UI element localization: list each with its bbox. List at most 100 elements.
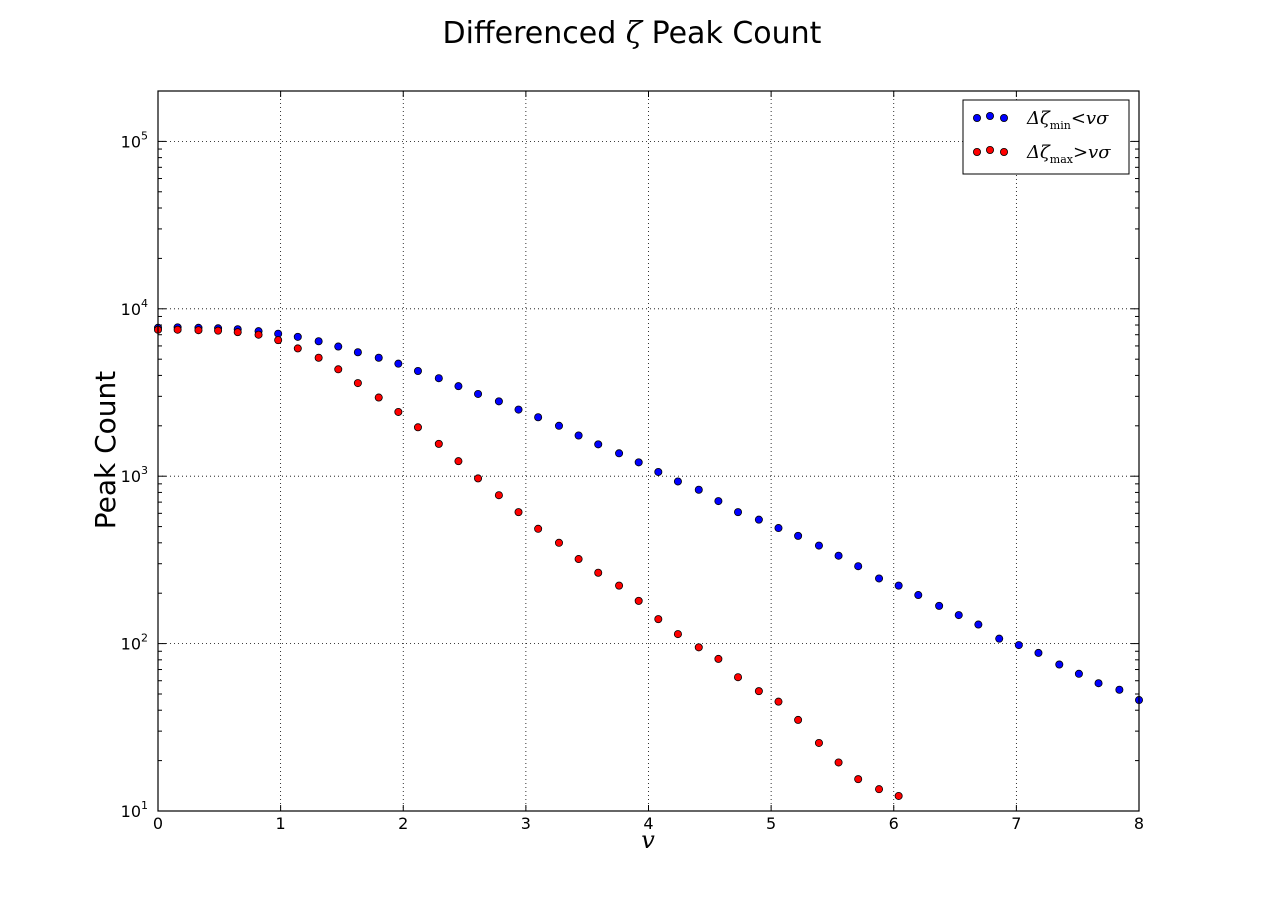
data-point: [514, 508, 523, 517]
data-point: [374, 393, 383, 402]
data-point: [454, 457, 463, 466]
legend-markers: [973, 112, 1009, 156]
data-point: [173, 325, 182, 334]
data-point: [594, 440, 603, 449]
legend-marker: [973, 114, 982, 123]
legend-min-sub: min: [1050, 119, 1071, 132]
data-point: [1055, 660, 1064, 669]
data-point: [574, 431, 583, 440]
y-tick-label: 104: [121, 297, 148, 319]
legend-min-rel: <vσ: [1071, 108, 1109, 129]
data-point: [634, 458, 643, 467]
data-point: [714, 497, 723, 506]
y-tick-label: 101: [121, 799, 148, 821]
data-point: [514, 405, 523, 414]
legend-marker: [1000, 114, 1009, 123]
data-point: [734, 673, 743, 682]
data-point: [1014, 641, 1023, 650]
x-tick-label: 5: [766, 814, 776, 833]
data-point: [334, 365, 343, 374]
y-tick-label: 105: [121, 129, 148, 151]
plot-frame: [157, 90, 1140, 812]
x-axis-label: v: [641, 826, 655, 854]
data-point: [615, 449, 624, 458]
data-point: [233, 328, 242, 337]
data-point: [293, 344, 302, 353]
data-point: [394, 359, 403, 368]
data-point: [734, 508, 743, 517]
data-point: [254, 330, 263, 339]
data-point: [954, 611, 963, 620]
data-point: [774, 524, 783, 533]
x-tick-label: 4: [643, 814, 653, 833]
data-point: [1034, 648, 1043, 657]
data-point: [673, 630, 682, 639]
data-point: [995, 634, 1004, 643]
data-point: [935, 601, 944, 610]
legend-marker: [973, 147, 982, 156]
legend-min-delta: Δζ: [1026, 108, 1051, 129]
legend-entry-max: Δζmax>vσ: [1026, 142, 1111, 166]
data-point: [654, 615, 663, 624]
data-point: [615, 581, 624, 590]
data-point: [914, 591, 923, 600]
chart-title-prefix: Differenced: [443, 16, 626, 51]
data-point: [194, 326, 203, 335]
data-point: [434, 374, 443, 383]
chart-title-symbol: ζ: [626, 16, 644, 51]
data-point: [374, 353, 383, 362]
data-point: [834, 758, 843, 767]
data-point: [474, 474, 483, 483]
x-tick-label: 2: [398, 814, 408, 833]
data-point: [1115, 685, 1124, 694]
data-point: [534, 524, 543, 533]
data-point: [875, 785, 884, 794]
data-point: [474, 389, 483, 398]
x-tick-label: 7: [1011, 814, 1021, 833]
y-tick-label: 102: [121, 632, 148, 654]
data-point: [894, 581, 903, 590]
legend-marker: [986, 112, 995, 121]
data-point: [494, 491, 503, 500]
data-point: [654, 467, 663, 476]
data-point: [454, 382, 463, 391]
data-point: [353, 348, 362, 357]
x-tick-label: 6: [889, 814, 899, 833]
data-point: [494, 397, 503, 406]
data-point: [1094, 679, 1103, 688]
data-point: [353, 379, 362, 388]
data-point: [673, 477, 682, 486]
chart-title: Differenced ζ Peak Count: [443, 16, 822, 51]
data-point: [334, 342, 343, 351]
data-point: [974, 620, 983, 629]
grid: [158, 91, 1139, 811]
legend-marker: [1000, 147, 1009, 156]
data-point: [434, 439, 443, 448]
data-point: [314, 353, 323, 362]
legend-max-sub: max: [1050, 153, 1074, 166]
x-tick-label: 8: [1134, 814, 1144, 833]
data-point: [854, 562, 863, 571]
data-point: [875, 574, 884, 583]
data-point: [694, 485, 703, 494]
data-point: [594, 568, 603, 577]
legend-marker: [986, 145, 995, 154]
data-point: [534, 413, 543, 422]
data-point: [1074, 669, 1083, 678]
series-max: [153, 325, 903, 800]
data-point: [293, 332, 302, 341]
data-point: [574, 555, 583, 564]
data-point: [413, 423, 422, 432]
data-point: [413, 367, 422, 376]
data-point: [274, 336, 283, 345]
data-point: [894, 791, 903, 800]
data-point: [554, 421, 563, 430]
data-point: [854, 775, 863, 784]
data-point: [754, 687, 763, 696]
data-point: [774, 697, 783, 706]
data-point: [814, 541, 823, 550]
legend: Δζmin<vσ Δζmax>vσ: [962, 99, 1130, 175]
data-point: [394, 407, 403, 416]
x-tick-label: 0: [153, 814, 163, 833]
